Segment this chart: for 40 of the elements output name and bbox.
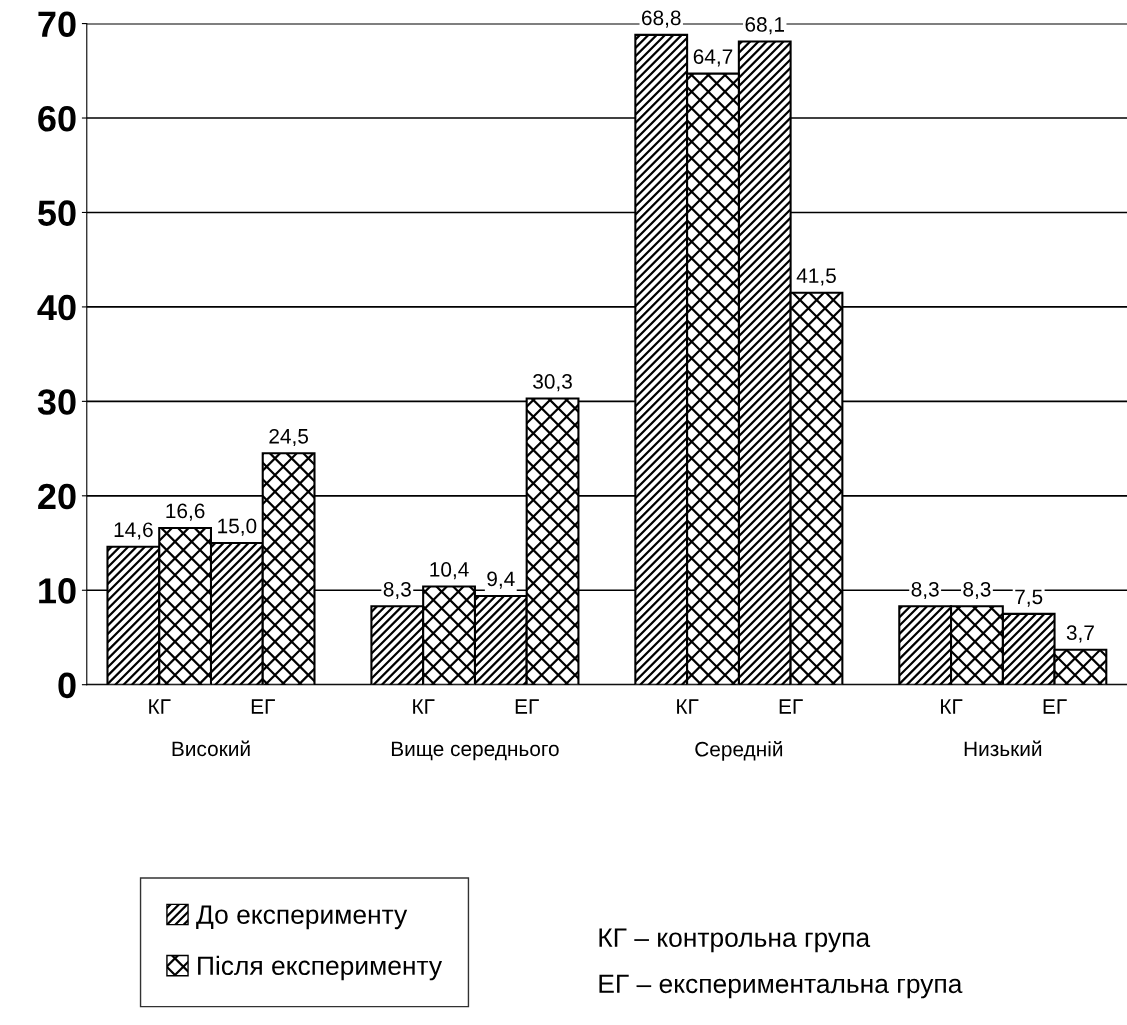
x-tick-label: КГ: [413, 699, 435, 714]
text: Високий: [172, 740, 250, 757]
x-tick-label: ЕГ: [251, 699, 275, 714]
y-tick-label: 0: [58, 672, 76, 699]
text: КГ – контрольна група: [599, 928, 871, 953]
data-label: 8,3: [963, 581, 991, 600]
data-label: 7,5: [1015, 589, 1043, 607]
data-label: 24,5: [269, 428, 309, 447]
data-label: 68,1: [745, 17, 784, 35]
text: ЕГ – експериментальна група: [599, 974, 963, 999]
data-label: 3,7: [1066, 625, 1094, 643]
text: Вище середнього: [391, 741, 559, 761]
legend-label: До експерименту: [196, 905, 408, 930]
y-tick-label: 20: [38, 483, 76, 510]
data-label: 64,7: [693, 49, 733, 67]
x-tick-label: КГ: [677, 699, 699, 714]
data-label: 10,4: [430, 562, 469, 580]
text: Низький: [964, 740, 1042, 757]
data-label: 8,3: [911, 581, 939, 600]
y-tick-label: 40: [37, 294, 76, 321]
x-tick-label: ЕГ: [1043, 699, 1067, 714]
y-tick-label: 30: [37, 389, 76, 415]
data-label: 68,8: [642, 10, 681, 28]
y-tick-label: 50: [38, 200, 76, 226]
data-label: 15,0: [218, 518, 257, 536]
data-label: 30,3: [533, 374, 572, 392]
text: Середній: [695, 740, 783, 761]
data-label: 16,6: [166, 503, 205, 521]
y-tick-label: 70: [38, 11, 76, 38]
y-tick-label: 10: [39, 578, 76, 604]
data-label: 8,3: [383, 581, 411, 600]
data-label: 41,5: [796, 268, 836, 286]
data-label: 9,4: [487, 571, 515, 589]
x-tick-label: ЕГ: [779, 699, 803, 714]
y-tick-label: 60: [38, 105, 76, 132]
legend-label: Після експерименту: [198, 955, 443, 981]
data-label: 14,6: [114, 522, 153, 540]
x-tick-label: ЕГ: [515, 699, 539, 714]
x-tick-label: КГ: [941, 699, 963, 714]
x-tick-label: КГ: [149, 699, 171, 714]
